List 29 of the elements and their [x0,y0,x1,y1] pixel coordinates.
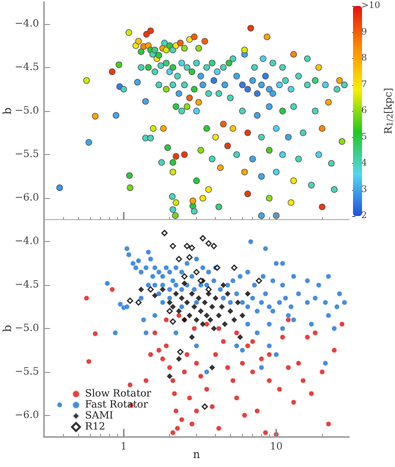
y-tick-label: −5.0 [14,106,39,116]
x-tick-label: 1 [120,442,127,452]
color-bar-label: 4 [361,158,368,168]
y-axis-title: b [1,107,14,115]
y-tick-label: −5.5 [14,366,39,378]
color-bar-label: 3 [361,184,368,195]
color-bar-label: >10 [361,1,381,11]
color-bar-label: 5 [361,132,368,142]
color-bar-label: 7 [361,80,368,90]
y-tick-label: −4.0 [14,18,39,30]
color-bar-label: 8 [361,54,368,64]
color-bar-label: 6 [361,106,368,116]
color-bar-label: 2 [361,211,367,221]
x-tick-label: 10 [270,442,283,452]
color-bar-label: 9 [361,27,368,38]
y-tick-label: −4.0 [14,236,39,248]
legend-label: Slow Rotator [85,388,152,400]
y-axis-title: b [1,324,14,332]
legend-label: Fast Rotator [85,400,148,410]
y-tick-label: −4.5 [14,62,39,73]
legend-label: SAMI [85,410,114,422]
legend-label: R12 [85,422,106,432]
y-tick-label: −6.0 [14,410,39,421]
y-tick-label: −4.5 [14,280,39,291]
y-tick-label: −6.0 [14,192,39,204]
y-tick-label: −5.5 [14,149,39,160]
x-axis-title: n [192,448,200,461]
y-tick-label: −5.0 [14,323,39,334]
color-bar-title: R1/2[kpc] [384,88,395,134]
